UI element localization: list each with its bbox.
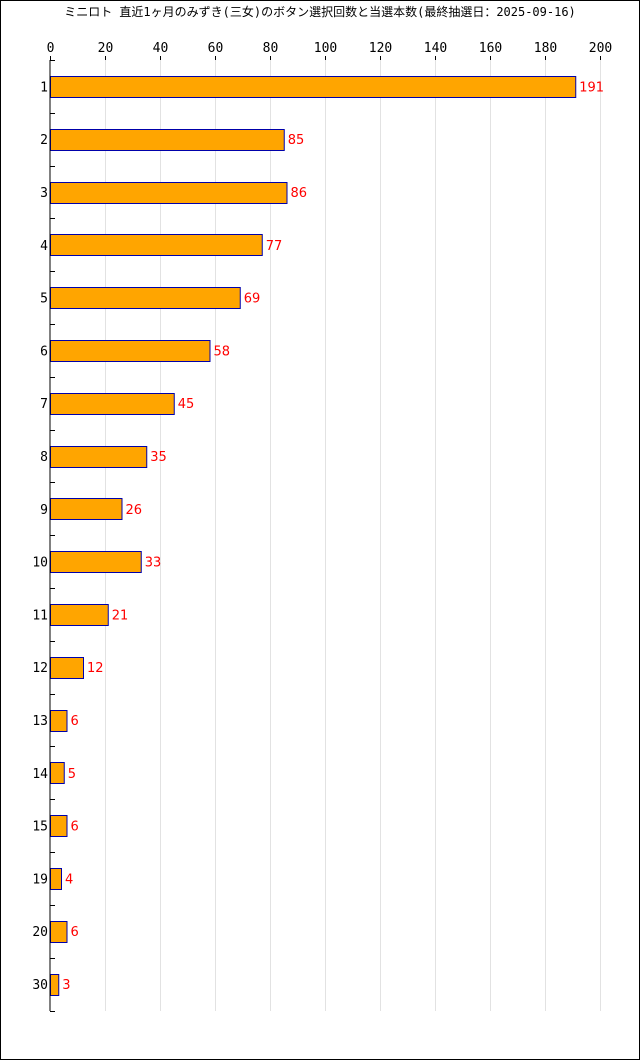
value-label: 69 (244, 292, 261, 307)
y-tick-label: 6 (40, 344, 48, 359)
bar-20 (50, 921, 68, 943)
bar-10 (50, 551, 142, 573)
x-tick-label: 180 (534, 41, 557, 56)
value-label: 191 (579, 80, 604, 95)
value-label: 58 (214, 344, 231, 359)
bar-2 (50, 129, 285, 151)
bar-30 (50, 974, 60, 996)
gridlines (105, 60, 601, 1011)
bar-9 (50, 498, 123, 520)
value-label: 4 (65, 872, 73, 887)
y-tick-label: 9 (40, 503, 48, 518)
y-tick-label: 15 (32, 820, 48, 835)
bar-12 (50, 657, 84, 679)
x-tick-label: 100 (314, 41, 337, 56)
value-label: 6 (71, 714, 79, 729)
value-label: 45 (178, 397, 195, 412)
value-label: 33 (145, 556, 162, 571)
value-label: 12 (87, 661, 104, 676)
y-tick-label: 2 (40, 133, 48, 148)
x-tick-label: 200 (589, 41, 612, 56)
y-tick-label: 7 (40, 397, 48, 412)
y-tick-label: 10 (32, 556, 48, 571)
chart-title: ミニロト 直近1ヶ月のみずき(三女)のボタン選択回数と当選本数(最終抽選日：20… (64, 5, 576, 19)
x-tick-label: 0 (47, 41, 55, 56)
value-labels: 191 85 86 77 69 58 45 35 26 33 21 12 6 5 6 4 6 3 (62, 80, 604, 993)
bar-14 (50, 762, 65, 784)
bar-8 (50, 446, 148, 468)
x-axis-ticks: 0 20 40 60 80 100 120 140 160 180 200 (47, 41, 612, 60)
bar-15 (50, 815, 68, 837)
bars (50, 76, 577, 996)
y-tick-label: 11 (32, 608, 48, 623)
x-tick-label: 80 (263, 41, 279, 56)
y-tick-label: 14 (32, 767, 48, 782)
value-label: 86 (291, 186, 308, 201)
x-tick-label: 120 (369, 41, 392, 56)
bar-13 (50, 710, 68, 732)
value-label: 3 (62, 978, 70, 993)
value-label: 5 (68, 767, 76, 782)
bar-11 (50, 604, 109, 626)
value-label: 77 (266, 239, 283, 254)
y-tick-label: 4 (40, 239, 48, 254)
value-label: 85 (288, 133, 305, 148)
y-tick-label: 1 (40, 80, 48, 95)
x-tick-label: 140 (424, 41, 447, 56)
value-label: 26 (126, 503, 143, 518)
y-tick-label: 13 (32, 714, 48, 729)
y-tick-label: 5 (40, 292, 48, 307)
y-tick-label: 30 (32, 978, 48, 993)
bar-4 (50, 234, 263, 256)
x-tick-label: 20 (98, 41, 114, 56)
y-tick-label: 12 (32, 661, 48, 676)
value-label: 6 (71, 820, 79, 835)
x-tick-label: 60 (208, 41, 224, 56)
value-label: 6 (71, 925, 79, 940)
value-label: 21 (112, 608, 129, 623)
bar-1 (50, 76, 577, 98)
y-tick-label: 8 (40, 450, 48, 465)
x-tick-label: 160 (479, 41, 502, 56)
x-tick-label: 40 (153, 41, 169, 56)
bar-19 (50, 868, 62, 890)
bar-3 (50, 182, 288, 204)
y-tick-label: 19 (32, 872, 48, 887)
y-tick-label: 20 (32, 925, 48, 940)
bar-5 (50, 287, 241, 309)
value-label: 35 (150, 450, 167, 465)
y-tick-label: 3 (40, 186, 48, 201)
bar-7 (50, 393, 175, 415)
bar-6 (50, 340, 211, 362)
